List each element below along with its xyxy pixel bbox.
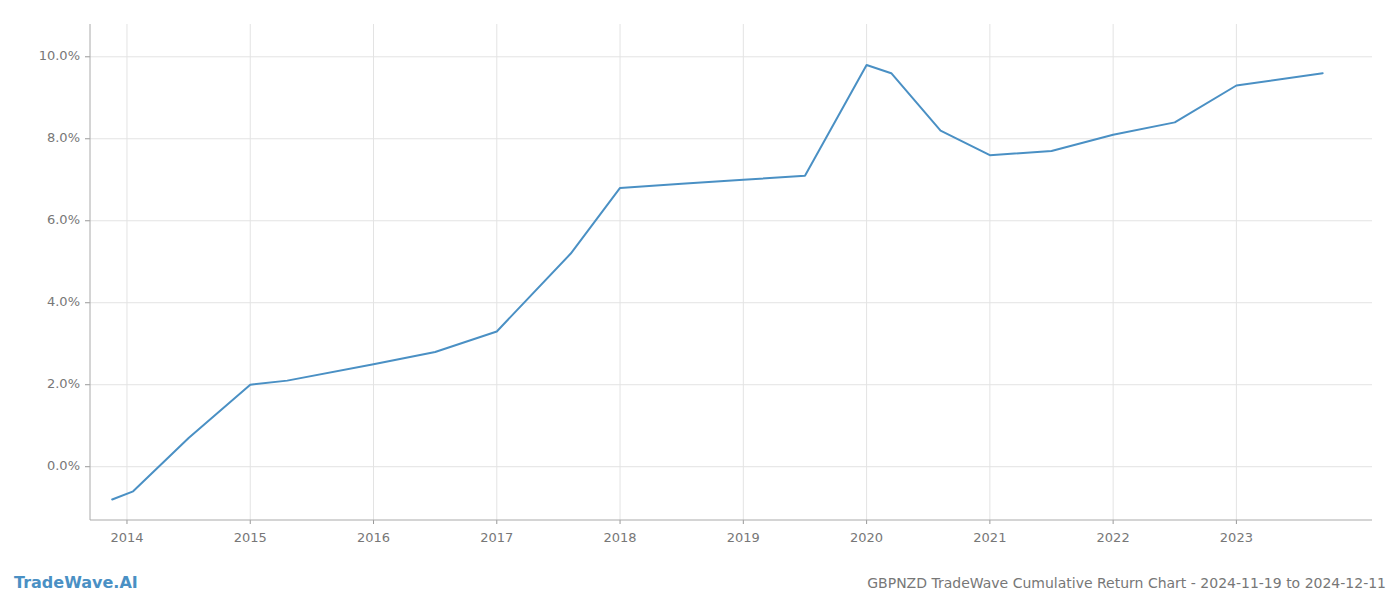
x-tick-label: 2022: [1097, 530, 1130, 545]
x-tick: [250, 520, 251, 524]
x-grid-line: [620, 24, 621, 520]
y-grid-line: [90, 302, 1372, 303]
y-tick-label: 2.0%: [47, 376, 80, 391]
x-tick-label: 2020: [850, 530, 883, 545]
x-tick: [743, 520, 744, 524]
page: {"chart_data": { "type": "line", "title"…: [0, 0, 1400, 600]
x-axis-line: [90, 520, 1372, 521]
y-axis-line: [90, 24, 91, 520]
x-tick-label: 2023: [1220, 530, 1253, 545]
grid: [90, 24, 1372, 520]
axes: 0.0% 2.0% 4.0% 6.0% 8.0% 10.0% 2014 2015 2016 201…: [39, 24, 1372, 545]
x-tick-label: 2021: [973, 530, 1006, 545]
x-tick: [866, 520, 867, 524]
x-tick: [1113, 520, 1114, 524]
y-grid-line: [90, 220, 1372, 221]
texts: TradeWave.AI GBPNZD TradeWave Cumulative …: [14, 573, 1386, 592]
title: GBPNZD TradeWave Cumulative Return Chart…: [867, 575, 1386, 591]
x-tick: [496, 520, 497, 524]
x-grid-line: [496, 24, 497, 520]
y-tick: [85, 138, 90, 139]
x-grid-line: [1236, 24, 1237, 520]
x-grid-line: [866, 24, 867, 520]
y-grid-line: [90, 56, 1372, 57]
x-tick: [620, 520, 621, 524]
y-tick-label: 8.0%: [47, 130, 80, 145]
x-grid-line: [126, 24, 127, 520]
y-tick: [85, 56, 90, 57]
y-grid-line: [90, 384, 1372, 385]
x-tick-label: 2018: [604, 530, 637, 545]
x-tick-label: 2015: [234, 530, 267, 545]
chart: 0.0% 2.0% 4.0% 6.0% 8.0% 10.0% 2014 2015 2016 201…: [0, 0, 1400, 600]
x-grid-line: [373, 24, 374, 520]
x-tick: [126, 520, 127, 524]
x-tick: [989, 520, 990, 524]
y-tick: [85, 466, 90, 467]
x-grid-line: [250, 24, 251, 520]
y-tick-label: 4.0%: [47, 294, 80, 309]
series: [112, 65, 1323, 500]
y-grid-line: [90, 466, 1372, 467]
x-tick-label: 2014: [110, 530, 143, 545]
x-grid-line: [1113, 24, 1114, 520]
x-tick-label: 2019: [727, 530, 760, 545]
y-tick-label: 0.0%: [47, 458, 80, 473]
x-tick: [1236, 520, 1237, 524]
x-grid-line: [743, 24, 744, 520]
watermark: TradeWave.AI: [14, 573, 138, 592]
x-tick-label: 2017: [480, 530, 513, 545]
y-tick: [85, 220, 90, 221]
y-tick: [85, 302, 90, 303]
x-tick: [373, 520, 374, 524]
x-grid-line: [989, 24, 990, 520]
y-tick-label: 6.0%: [47, 212, 80, 227]
x-tick-label: 2016: [357, 530, 390, 545]
line: [112, 65, 1323, 500]
y-tick-label: 10.0%: [39, 48, 80, 63]
y-grid-line: [90, 138, 1372, 139]
y-tick: [85, 384, 90, 385]
